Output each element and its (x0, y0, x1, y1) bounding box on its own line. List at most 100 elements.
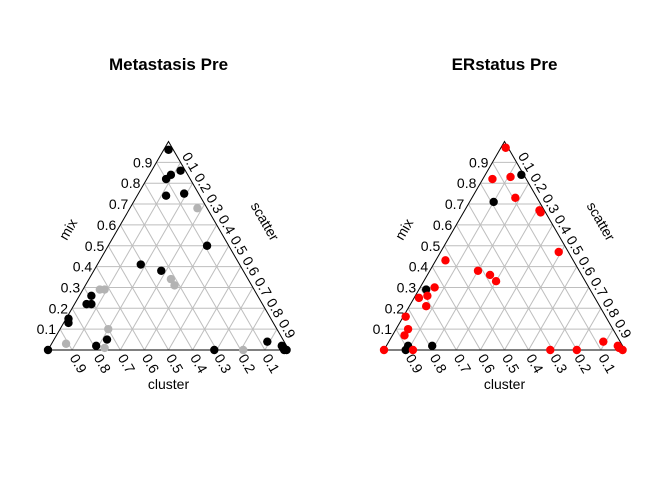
data-point (100, 343, 109, 353)
data-point (421, 302, 431, 311)
tick-label-mix: 0.5 (85, 238, 105, 254)
ternary-frame (47, 140, 290, 351)
grid-line-scatter (504, 245, 566, 351)
data-point (441, 256, 450, 265)
tick-label-scatter: 0.6 (239, 254, 263, 279)
tick-label-scatter: 0.9 (275, 316, 299, 341)
axis-label-cluster: cluster (148, 376, 190, 392)
data-point (414, 293, 424, 303)
data-point (87, 299, 96, 309)
data-point (501, 143, 510, 152)
data-point (618, 345, 627, 355)
data-point (400, 331, 409, 340)
tick-label-mix: 0.3 (397, 279, 417, 295)
grid-line-scatter (528, 266, 578, 351)
tick-label-scatter: 0.2 (191, 170, 215, 195)
axis-label-mix: mix (56, 216, 81, 243)
tick-label-mix: 0.9 (133, 154, 153, 170)
tick-label-scatter: 0.5 (227, 233, 251, 258)
chart-title: Metastasis Pre (109, 55, 228, 74)
tick-label-scatter: 0.1 (515, 149, 539, 174)
tick-label-mix: 0.6 (433, 217, 453, 233)
data-point (430, 283, 439, 292)
ternary-grid (59, 161, 278, 351)
data-point (43, 345, 53, 355)
data-point (193, 204, 202, 213)
data-point (473, 266, 483, 275)
panel-metastasis-pre: Metastasis Pre 0.10.10.10.20.20.20.30.30… (37, 55, 300, 392)
tick-label-scatter: 0.9 (611, 316, 635, 341)
tick-label-scatter: 0.4 (215, 212, 239, 237)
data-point (102, 335, 112, 344)
tick-label-cluster: 0.4 (523, 351, 547, 376)
tick-label-mix: 0.5 (421, 238, 441, 254)
data-point (210, 345, 219, 355)
data-point (179, 189, 189, 198)
grid-line-scatter (119, 203, 206, 351)
data-point (282, 345, 291, 355)
tick-label-cluster: 0.4 (187, 351, 211, 376)
grid-line-scatter (552, 287, 590, 351)
data-point (511, 193, 520, 202)
grid-line-scatter (455, 203, 542, 351)
data-points (379, 143, 627, 355)
data-point (87, 291, 96, 300)
data-point (95, 285, 105, 294)
tick-label-mix: 0.6 (97, 217, 117, 233)
grid-line-cluster (95, 266, 145, 351)
tick-label-cluster: 0.7 (451, 351, 475, 376)
tick-label-mix: 0.1 (373, 321, 393, 337)
data-point (263, 337, 272, 346)
grid-line-cluster (71, 308, 97, 351)
tick-label-mix: 0.2 (49, 300, 69, 316)
data-point (104, 324, 113, 334)
grid-line-scatter (576, 308, 602, 351)
data-point (164, 145, 173, 155)
data-point (61, 339, 71, 348)
data-point (401, 312, 410, 321)
data-point (379, 345, 389, 355)
data-point (485, 270, 495, 280)
axis-label-mix: mix (392, 216, 417, 243)
tick-label-cluster: 0.1 (259, 351, 283, 376)
tick-label-mix: 0.4 (409, 259, 429, 275)
grid-line-scatter (192, 266, 242, 351)
data-point (92, 341, 101, 351)
tick-label-cluster: 0.8 (91, 351, 115, 376)
data-point (491, 276, 501, 286)
data-point (546, 345, 555, 355)
tick-label-mix: 0.9 (469, 154, 489, 170)
data-point (166, 274, 176, 284)
grid-line-scatter (216, 287, 254, 351)
tick-label-scatter: 0.4 (551, 212, 575, 237)
data-point (403, 324, 413, 334)
data-point (408, 345, 418, 355)
chart-title: ERstatus Pre (452, 55, 558, 74)
grid-line-cluster (407, 308, 433, 351)
grid-line-cluster (431, 266, 481, 351)
data-point (572, 345, 581, 355)
tick-label-mix: 0.8 (457, 175, 477, 191)
grid-line-scatter (168, 245, 230, 351)
data-point (489, 197, 498, 207)
data-point (517, 170, 526, 180)
data-point (202, 241, 212, 250)
tick-label-cluster: 0.3 (547, 351, 571, 376)
tick-label-mix: 0.7 (109, 196, 129, 212)
axis-label-scatter: scatter (248, 199, 283, 244)
tick-label-scatter: 0.7 (251, 275, 275, 300)
data-point (506, 172, 515, 182)
tick-label-mix: 0.4 (73, 259, 93, 275)
data-point (421, 285, 431, 294)
data-point (535, 206, 544, 215)
tick-label-scatter: 0.8 (263, 295, 287, 320)
data-point (428, 341, 437, 351)
tick-label-scatter: 0.2 (527, 170, 551, 195)
axis-label-cluster: cluster (484, 376, 526, 392)
tick-label-cluster: 0.3 (211, 351, 235, 376)
tick-label-mix: 0.7 (445, 196, 465, 212)
data-point (423, 291, 432, 300)
grid-line-cluster (107, 245, 169, 351)
grid-line-cluster (492, 162, 602, 351)
panel-erstatus-pre: ERstatus Pre 0.10.10.10.20.20.20.30.30.3… (373, 55, 636, 392)
